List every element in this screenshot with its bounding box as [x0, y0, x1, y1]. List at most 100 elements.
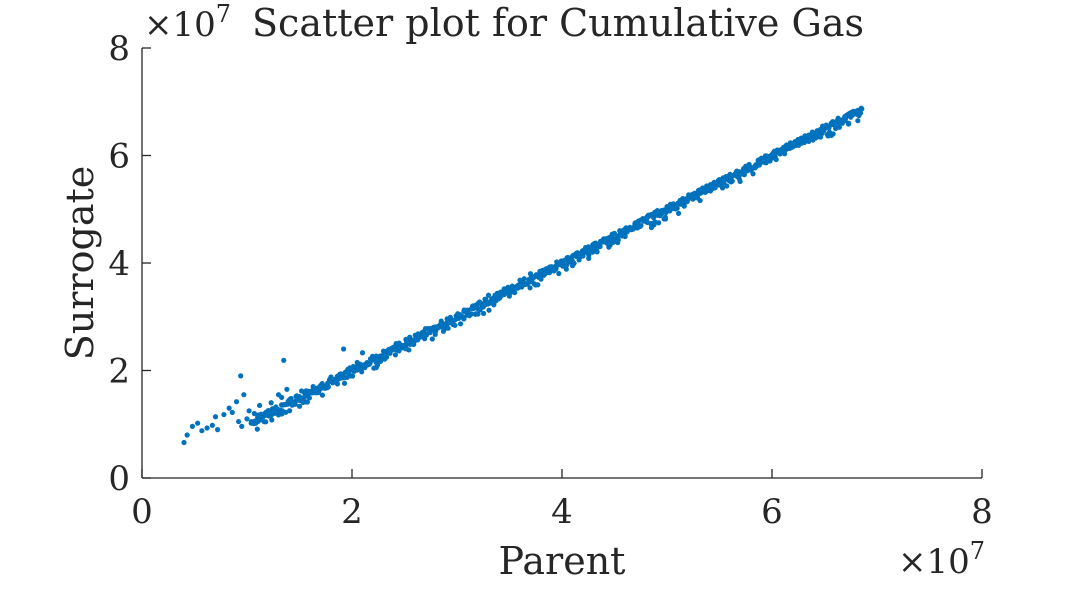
data-point [521, 276, 527, 282]
data-point [729, 178, 735, 184]
data-point [263, 419, 269, 425]
data-point [857, 110, 864, 116]
data-point [407, 334, 413, 340]
data-point [836, 124, 843, 130]
ticks: 0 2 4 6 8 0 2 4 6 8 [108, 29, 992, 532]
data-point [845, 121, 852, 127]
data-point [806, 138, 812, 145]
data-point [438, 318, 444, 324]
data-point [485, 292, 492, 298]
data-point [475, 311, 481, 317]
data-point [727, 171, 733, 177]
data-point [317, 382, 324, 389]
data-point [284, 386, 290, 392]
x-tick-label: 8 [971, 492, 993, 532]
data-point [305, 392, 311, 398]
data-point [189, 423, 195, 429]
data-point [422, 325, 429, 332]
y-tick-label: 6 [108, 137, 130, 177]
data-point [654, 208, 660, 214]
data-point [341, 380, 348, 386]
data-point [392, 352, 398, 358]
data-point [445, 325, 451, 331]
data-point [611, 230, 618, 237]
data-point [527, 271, 534, 277]
data-point [226, 405, 232, 411]
data-point [319, 392, 325, 398]
data-point [851, 110, 857, 117]
chart-title: Scatter plot for Cumulative Gas [252, 1, 864, 45]
data-point [184, 432, 190, 438]
data-point [774, 147, 780, 153]
data-point [254, 426, 260, 432]
data-point [580, 253, 586, 259]
data-point [257, 402, 263, 409]
data-point [199, 428, 205, 434]
data-point [239, 423, 245, 429]
data-point [269, 417, 275, 423]
x-tick-label: 2 [341, 492, 363, 532]
data-point [675, 210, 682, 216]
data-point [656, 220, 662, 226]
data-point [334, 381, 341, 387]
data-point [681, 203, 687, 209]
x-tick-label: 4 [551, 492, 573, 532]
data-point [556, 270, 562, 277]
data-point [328, 374, 334, 380]
data-point [617, 228, 623, 234]
data-point [782, 151, 788, 157]
data-point [377, 358, 384, 364]
data-point [229, 409, 235, 416]
data-point [233, 399, 240, 405]
data-point [632, 220, 639, 226]
data-point [310, 384, 316, 390]
data-point [564, 255, 570, 261]
y-tick-label: 8 [108, 29, 130, 69]
data-point [615, 239, 621, 246]
data-point [538, 276, 544, 282]
data-point [480, 310, 487, 317]
data-point [858, 105, 864, 111]
data-point [743, 163, 749, 169]
data-point [648, 212, 654, 218]
data-point [429, 336, 435, 342]
y-tick-label: 4 [108, 244, 130, 284]
data-point [842, 115, 849, 121]
y-axis-label: Surrogate [58, 166, 102, 360]
data-point [248, 420, 254, 426]
data-point [468, 311, 474, 317]
data-points [181, 105, 865, 446]
y-multiplier-base: ×10 [144, 5, 216, 45]
data-point [246, 408, 252, 414]
data-point [260, 413, 266, 419]
data-point [736, 175, 742, 182]
data-point [347, 365, 353, 371]
data-point [821, 124, 828, 131]
data-point [724, 183, 730, 189]
data-point [680, 195, 686, 202]
x-tick-label: 0 [131, 492, 153, 532]
data-point [601, 236, 607, 242]
y-multiplier: ×107 [144, 0, 231, 45]
data-point [341, 346, 347, 352]
data-point [204, 425, 210, 431]
data-point [370, 354, 376, 360]
data-point [359, 350, 366, 356]
data-point [272, 409, 278, 416]
y-multiplier-exponent: 7 [216, 0, 231, 28]
data-point [586, 252, 592, 258]
data-point [527, 285, 533, 291]
data-point [830, 131, 836, 137]
data-point [238, 373, 244, 379]
data-point [452, 322, 458, 328]
data-point [855, 118, 861, 124]
data-point [711, 179, 717, 185]
data-point [574, 250, 581, 256]
data-point [393, 341, 399, 347]
data-point [427, 329, 433, 335]
x-axis-label: Parent [499, 539, 626, 583]
data-point [215, 427, 221, 433]
data-point [610, 239, 616, 245]
data-point [380, 348, 387, 354]
